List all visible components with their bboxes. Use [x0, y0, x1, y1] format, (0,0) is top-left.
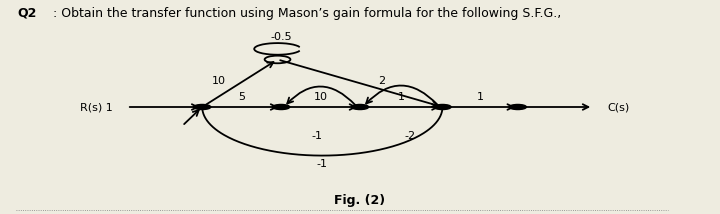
Text: 2: 2 [378, 76, 385, 86]
Text: 1: 1 [477, 92, 484, 103]
Text: -1: -1 [312, 131, 323, 141]
Text: Q2: Q2 [17, 7, 37, 20]
Circle shape [434, 104, 451, 110]
Text: -1: -1 [317, 159, 328, 169]
Text: Fig. (2): Fig. (2) [334, 195, 386, 208]
Text: 10: 10 [212, 76, 225, 86]
Text: : Obtain the transfer function using Mason’s gain formula for the following S.F.: : Obtain the transfer function using Mas… [53, 7, 562, 20]
Circle shape [351, 104, 369, 110]
Text: 1: 1 [397, 92, 405, 103]
Text: 5: 5 [238, 92, 245, 103]
Text: R(s) 1: R(s) 1 [80, 102, 112, 112]
Text: -2: -2 [405, 131, 415, 141]
Circle shape [509, 104, 526, 110]
Circle shape [194, 104, 211, 110]
Text: 10: 10 [313, 92, 328, 103]
Text: C(s): C(s) [608, 102, 630, 112]
Circle shape [272, 104, 289, 110]
Text: -0.5: -0.5 [270, 32, 292, 42]
